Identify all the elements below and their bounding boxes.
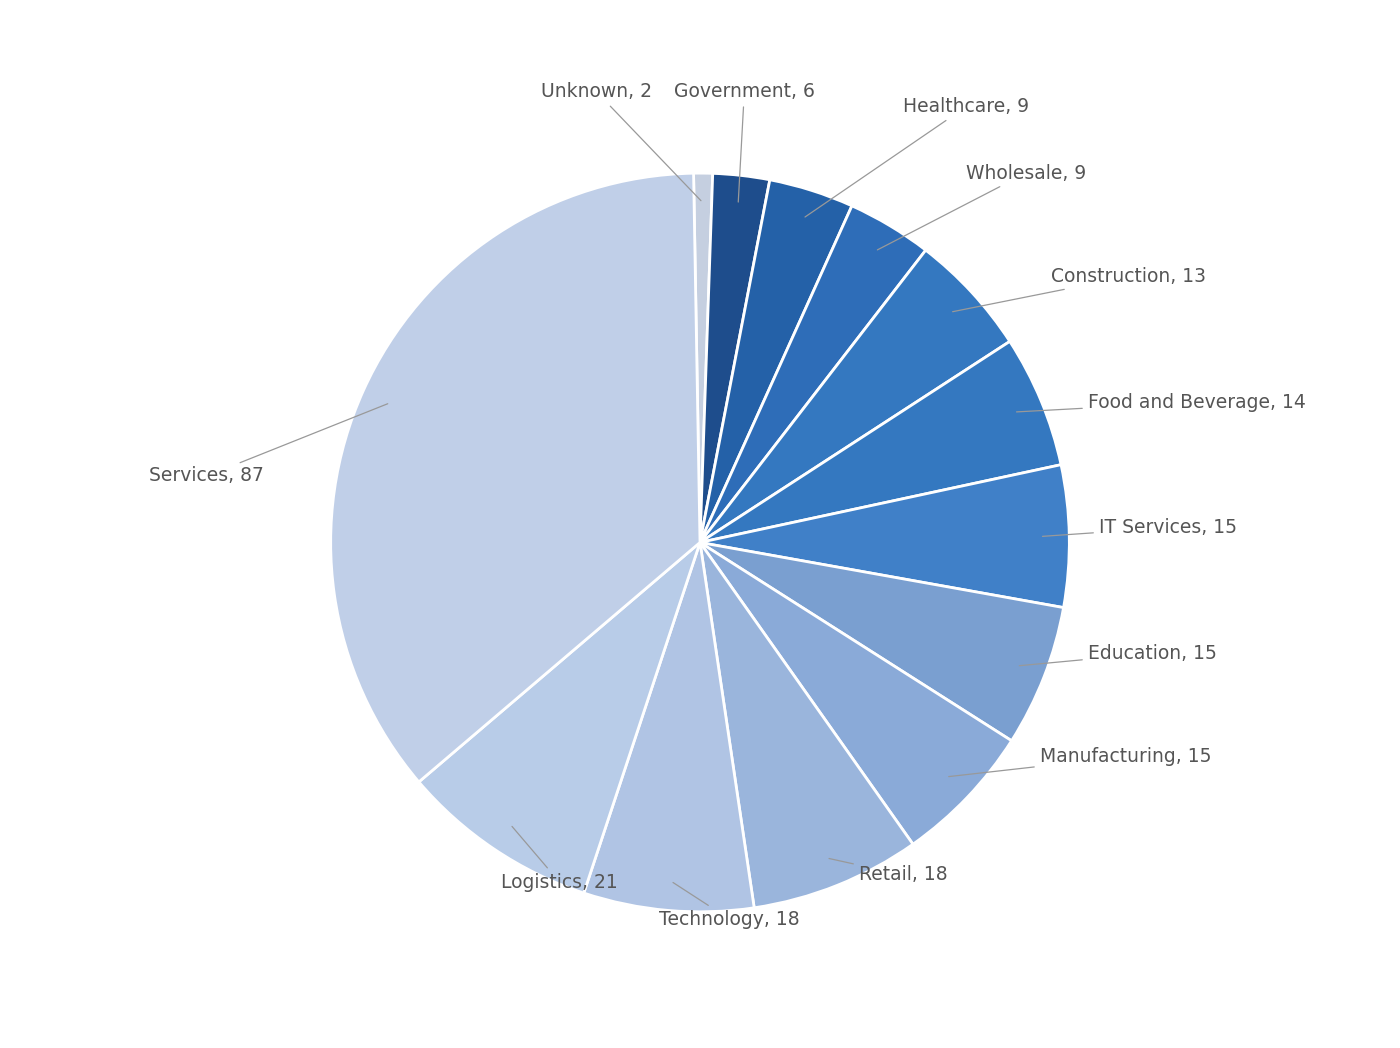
Wedge shape: [700, 342, 1061, 543]
Wedge shape: [700, 543, 1064, 741]
Wedge shape: [693, 173, 713, 543]
Text: Wholesale, 9: Wholesale, 9: [878, 163, 1086, 249]
Text: Manufacturing, 15: Manufacturing, 15: [949, 747, 1211, 777]
Text: Technology, 18: Technology, 18: [659, 882, 799, 929]
Wedge shape: [330, 173, 700, 782]
Wedge shape: [700, 180, 853, 543]
Text: Retail, 18: Retail, 18: [829, 858, 948, 885]
Wedge shape: [700, 205, 925, 543]
Wedge shape: [700, 464, 1070, 608]
Wedge shape: [700, 543, 913, 908]
Wedge shape: [419, 543, 700, 893]
Text: IT Services, 15: IT Services, 15: [1043, 518, 1236, 538]
Text: Unknown, 2: Unknown, 2: [540, 83, 701, 201]
Wedge shape: [700, 543, 1012, 845]
Wedge shape: [584, 543, 755, 912]
Text: Logistics, 21: Logistics, 21: [501, 827, 617, 892]
Text: Food and Beverage, 14: Food and Beverage, 14: [1016, 393, 1306, 412]
Text: Construction, 13: Construction, 13: [952, 267, 1205, 311]
Wedge shape: [700, 250, 1009, 543]
Text: Services, 87: Services, 87: [150, 403, 388, 485]
Text: Healthcare, 9: Healthcare, 9: [805, 97, 1029, 217]
Text: Education, 15: Education, 15: [1019, 643, 1217, 665]
Wedge shape: [700, 173, 770, 543]
Text: Government, 6: Government, 6: [673, 83, 815, 202]
